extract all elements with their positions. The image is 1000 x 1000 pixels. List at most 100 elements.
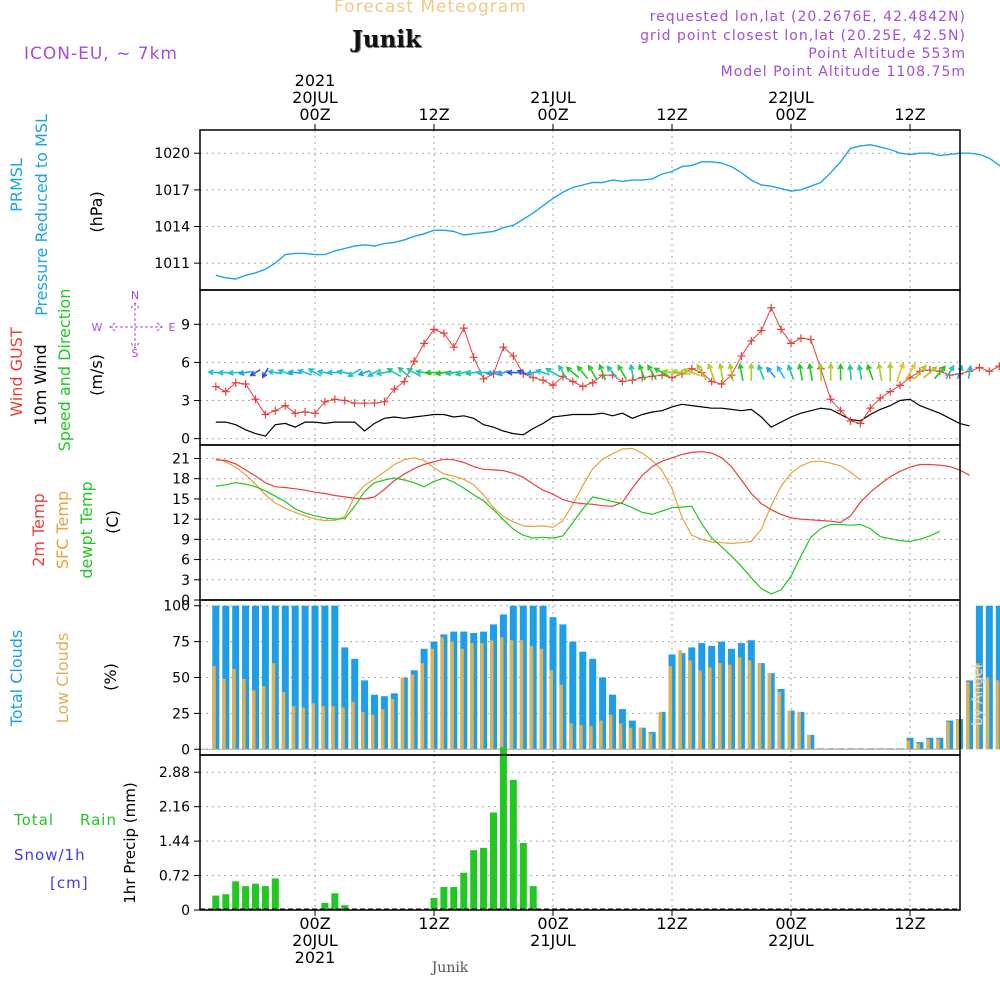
wind-gust-point	[935, 367, 944, 376]
y-tick-label: 2.88	[159, 765, 190, 781]
precip-unit: 1hr Precip (mm)	[121, 782, 139, 903]
low-clouds-bar	[529, 645, 534, 750]
dewpoint-label: dewpt Temp	[77, 481, 96, 578]
temp-2m-line	[215, 451, 970, 524]
wind-direction-arrow	[837, 363, 844, 381]
wind-gust-point	[271, 406, 280, 415]
y-tick-label: 2.16	[159, 800, 190, 816]
wind-gust-point	[876, 393, 885, 402]
wind-gust-point	[469, 353, 478, 362]
low-clouds-bar	[222, 678, 226, 750]
wind-gust-point	[737, 352, 746, 361]
wind-direction-arrow	[748, 362, 755, 381]
wind-gust-point	[707, 377, 716, 386]
low-clouds-bar	[946, 722, 950, 750]
low-clouds-bar	[698, 670, 702, 750]
low-clouds-bar	[618, 723, 623, 750]
rain-bar	[440, 887, 448, 910]
compass-e: E	[169, 321, 176, 334]
wind-gust-point	[985, 367, 994, 376]
total-clouds-bar	[579, 651, 587, 750]
wind-gust-point	[668, 373, 676, 382]
low-clouds-bar	[430, 648, 434, 750]
low-clouds-bar	[787, 710, 791, 750]
wind-direction-arrow	[496, 369, 510, 377]
y-tick-label: 6	[181, 355, 190, 371]
wind-gust-point	[539, 376, 548, 385]
wind-direction-arrow	[966, 364, 973, 380]
wind-direction-arrow	[681, 368, 701, 377]
time-label-top: 12Z	[894, 105, 925, 124]
y-tick-label: 0	[181, 593, 190, 609]
low-clouds-bar	[450, 641, 454, 750]
total-clouds-label: Total Clouds	[7, 630, 26, 728]
wind-speed-direction-label: Speed and Direction	[55, 289, 74, 452]
low-clouds-bar	[311, 703, 315, 750]
wind-gust-point	[281, 401, 290, 410]
low-clouds-bar	[480, 643, 484, 750]
y-tick-label: 6	[181, 553, 190, 569]
wind-gust-point	[439, 329, 448, 338]
low-clouds-bar	[985, 677, 990, 750]
wind-direction-arrow	[367, 368, 381, 377]
wind-gust-label: Wind GUST	[7, 327, 26, 417]
wind-gust-point	[261, 410, 270, 419]
wind-gust-point	[866, 404, 875, 413]
y-tick-label: 50	[172, 671, 190, 687]
wind-direction-arrow	[933, 365, 946, 380]
wind-gust-point	[291, 409, 300, 418]
low-clouds-bar	[599, 720, 603, 750]
wind-gust-point	[529, 373, 538, 382]
time-label-bottom: 00Z	[299, 914, 330, 933]
grid-point: grid point closest lon,lat (20.25E, 42.5…	[640, 28, 966, 44]
low-clouds-bar	[341, 707, 345, 750]
y-tick-label: 25	[172, 706, 190, 722]
wind-gust-point	[410, 357, 419, 366]
wind-direction-arrow	[638, 363, 646, 381]
rain-bar	[321, 902, 329, 910]
wind-direction-arrow	[347, 368, 362, 377]
wind-speed-line	[215, 398, 970, 437]
total-clouds-bar	[242, 605, 250, 750]
wind-gust-point	[787, 339, 795, 348]
model-name: ICON-EU, ~ 7km	[24, 44, 178, 64]
wind-direction-arrow	[598, 363, 607, 381]
time-label-bottom: 00Z	[775, 914, 806, 933]
low-clouds-bar	[440, 637, 444, 750]
wind-direction-arrow	[287, 369, 302, 376]
total-clouds-bar	[311, 605, 319, 750]
location-title: Junik	[352, 26, 421, 53]
wind-10m-label: 10m Wind	[31, 344, 50, 425]
low-clouds-bar	[242, 678, 246, 750]
y-tick-label: 0	[181, 432, 190, 448]
low-clouds-bar	[499, 637, 504, 750]
low-clouds-bar	[400, 677, 405, 750]
low-clouds-bar	[609, 714, 613, 750]
wind-gust-point	[796, 334, 805, 343]
low-clouds-bar	[767, 673, 772, 750]
wind-gust-point	[618, 377, 627, 386]
dewpoint-line	[215, 477, 941, 595]
y-tick-label: 15	[172, 492, 190, 508]
low-clouds-bar	[668, 666, 672, 750]
low-clouds-bar	[708, 667, 712, 750]
wind-direction-arrow	[807, 362, 814, 381]
wind-gust-point	[826, 395, 835, 404]
wind-direction-arrow	[565, 366, 580, 379]
low-clouds-bar	[420, 663, 425, 750]
low-clouds-bar	[390, 699, 395, 750]
footer-location: Junik	[430, 960, 469, 976]
rain-bar	[529, 886, 537, 910]
wind-direction-arrow	[866, 363, 874, 381]
low-clouds-bar	[638, 727, 643, 750]
wind-direction-arrow	[297, 368, 312, 376]
wind-gust-point	[350, 399, 359, 408]
time-label-bottom: 12Z	[894, 914, 925, 933]
wind-gust-point	[578, 382, 587, 391]
low-clouds-bar	[559, 684, 563, 750]
time-label-top: 12Z	[418, 105, 449, 124]
low-clouds-bar	[380, 709, 385, 750]
wind-gust-point	[340, 396, 349, 405]
y-tick-label: 75	[172, 635, 190, 651]
